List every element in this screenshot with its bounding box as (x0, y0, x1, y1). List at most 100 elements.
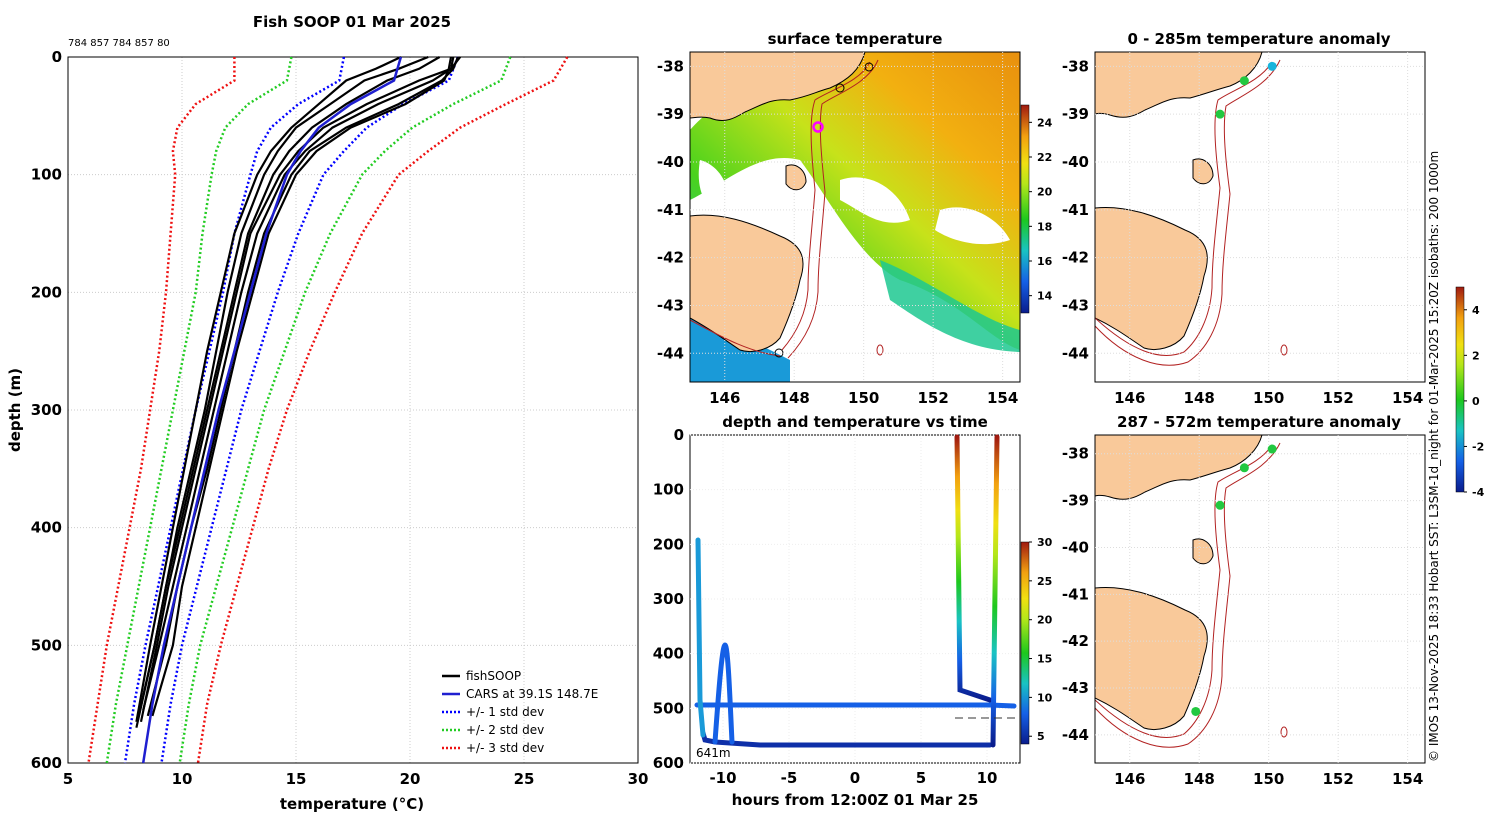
lat-tick-label: -38 (1062, 445, 1089, 463)
anomaly-upper-ticks: 146 148 150 152 154 -38 -39 -40 -41 -42 -43 -44 (1062, 52, 1425, 407)
profile-chart-frame (67, 56, 639, 764)
profile-chart-y-label: depth (m) (6, 368, 24, 452)
x-tick-label: 0 (850, 769, 860, 787)
sst-cloud-gaps (698, 160, 1010, 245)
trace-deep-lower (700, 730, 993, 748)
y-tick-label: 100 (31, 166, 62, 184)
colorbar-tick-label: 30 (1037, 536, 1053, 549)
y-tick-label: 600 (31, 754, 62, 772)
fishsoop-profile-2 (142, 56, 455, 711)
fishsoop-profile-5 (135, 56, 441, 728)
lon-tick-label: 154 (1392, 770, 1423, 788)
lon-tick-label: 152 (1323, 389, 1354, 407)
land-tasmania (1095, 206, 1208, 350)
profile-chart-y-ticks: 0 100 200 300 400 500 600 (31, 48, 62, 772)
isobath-1000 (1095, 59, 1281, 366)
y-tick-label: 200 (653, 535, 684, 553)
isobath-seamount (1280, 726, 1288, 738)
std3-lower-line (87, 57, 236, 764)
colorbar-tick-label: 20 (1037, 614, 1053, 627)
y-tick-label: 0 (674, 426, 684, 444)
sst-colorbar-ticks: 14 16 18 20 22 24 (1029, 116, 1053, 303)
std3-upper-line (196, 56, 569, 764)
lat-tick-label: -42 (1062, 249, 1089, 267)
isobath-seamount (1280, 344, 1288, 356)
land-flinders (1192, 158, 1214, 185)
y-tick-label: 400 (653, 645, 684, 663)
track-point (864, 62, 874, 72)
trace-spike-4-descend (954, 434, 993, 703)
sst-colorbar (1020, 104, 1030, 314)
anomaly-lower-title: 287 - 572m temperature anomaly (1117, 413, 1401, 431)
anomaly-point (1191, 706, 1201, 716)
lat-tick-label: -38 (1062, 57, 1089, 75)
profile-chart-x-ticks: 5 10 15 20 25 30 (63, 770, 649, 788)
profile-chart-legend: fishSOOP CARS at 39.1S 148.7E +/- 1 std de… (442, 669, 598, 755)
y-tick-label: 400 (31, 519, 62, 537)
lon-tick-label: 148 (1184, 770, 1215, 788)
depth-time-colorbar-ticks: 5 10 15 20 25 30 (1029, 536, 1053, 743)
colorbar-tick-label: 24 (1037, 116, 1053, 129)
legend-label: +/- 2 std dev (466, 723, 544, 737)
depth-time-x-label: hours from 12:00Z 01 Mar 25 (732, 791, 979, 809)
y-tick-label: 200 (31, 283, 62, 301)
lat-tick-label: -44 (657, 344, 684, 362)
isobath-outline-south (690, 319, 781, 357)
lon-tick-label: 154 (987, 389, 1018, 407)
anomaly-colorbar (1455, 286, 1465, 493)
fishsoop-profile-1 (146, 56, 459, 717)
lat-tick-label: -42 (657, 249, 684, 267)
lon-tick-label: 146 (1114, 389, 1145, 407)
x-tick-label: 30 (628, 770, 649, 788)
land-flinders (1192, 538, 1214, 565)
fishsoop-profile-3 (139, 56, 462, 723)
lon-tick-label: 152 (918, 389, 949, 407)
depth-time-colorbar (1020, 541, 1030, 745)
x-tick-label: -10 (709, 769, 736, 787)
lon-tick-label: 148 (779, 389, 810, 407)
anomaly-upper-frame (1094, 51, 1426, 383)
lat-tick-label: -42 (1062, 632, 1089, 650)
lon-tick-label: 150 (848, 389, 879, 407)
anomaly-upper-points (1215, 61, 1277, 119)
sst-field-south (880, 260, 1020, 352)
sst-map-title: surface temperature (768, 30, 943, 48)
lat-tick-label: -44 (1062, 344, 1089, 362)
isobath-seamount (876, 344, 884, 356)
lon-tick-label: 150 (1253, 389, 1284, 407)
land-mainland (690, 52, 866, 121)
y-tick-label: 500 (31, 636, 62, 654)
legend-label: fishSOOP (466, 669, 521, 683)
lat-tick-label: -41 (1062, 201, 1089, 219)
y-tick-label: 300 (653, 590, 684, 608)
isobath-200 (1095, 444, 1273, 738)
x-tick-label: 15 (286, 770, 307, 788)
x-tick-label: -5 (781, 769, 798, 787)
colorbar-tick-label: 20 (1037, 186, 1053, 199)
anomaly-point (1215, 109, 1225, 119)
y-tick-label: 100 (653, 481, 684, 499)
fishsoop-profile-6 (135, 56, 402, 722)
isobath-200 (781, 61, 871, 351)
colorbar-tick-label: 15 (1037, 653, 1052, 666)
anomaly-point (1239, 76, 1249, 86)
isobath-1000 (1095, 442, 1281, 748)
colorbar-tick-label: 2 (1472, 349, 1480, 362)
profile-chart-title: Fish SOOP 01 Mar 2025 (253, 13, 451, 31)
colorbar-tick-label: 14 (1037, 290, 1053, 303)
colorbar-tick-label: 5 (1037, 730, 1045, 743)
land-mainland (1095, 435, 1263, 500)
profile-chart: Fish SOOP 01 Mar 2025 784 857 784 857 80… (6, 13, 648, 813)
isobath-1000 (787, 59, 879, 359)
colorbar-tick-label: 4 (1472, 304, 1480, 317)
lat-tick-label: -39 (657, 105, 684, 123)
lat-tick-label: -39 (1062, 492, 1089, 510)
y-tick-label: 0 (52, 48, 62, 66)
colorbar-tick-label: 0 (1472, 395, 1480, 408)
lon-tick-label: 154 (1392, 389, 1423, 407)
lon-tick-label: 152 (1323, 770, 1354, 788)
colorbar-tick-label: 10 (1037, 691, 1053, 704)
fishsoop-profile-7 (151, 56, 453, 717)
